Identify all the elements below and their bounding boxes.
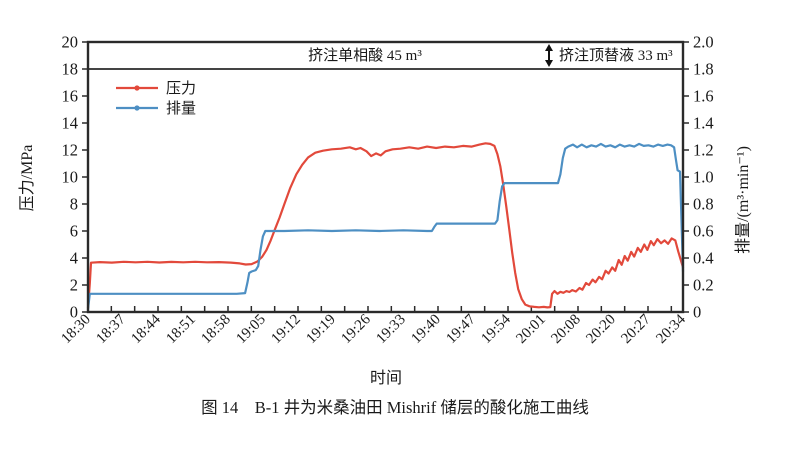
y-right-tick-label: 1.0 — [693, 168, 714, 187]
y-left-tick-label: 18 — [62, 60, 79, 79]
y-left-tick-label: 6 — [70, 222, 78, 241]
legend-marker-rate — [134, 105, 140, 111]
x-tick-label: 20:34 — [653, 311, 689, 347]
legend-label-rate: 排量 — [166, 100, 196, 117]
y-left-tick-label: 4 — [70, 249, 78, 268]
y-right-tick-label: 0.8 — [693, 195, 714, 214]
x-tick-label: 19:26 — [338, 311, 374, 347]
y-axis-title-right: 排量/(m³·min⁻¹) — [734, 146, 752, 254]
annotation-displacement-fluid: 挤注顶替液 33 m³ — [559, 47, 673, 64]
y-right-tick-label: 1.8 — [693, 60, 714, 79]
y-left-tick-label: 0 — [70, 303, 78, 322]
x-tick-label: 19:47 — [443, 311, 479, 347]
x-tick-label: 18:30 — [58, 312, 93, 347]
y-right-tick-label: 0.6 — [693, 222, 714, 241]
y-left-tick-label: 12 — [62, 141, 79, 160]
y-right-tick-label: 2.0 — [693, 33, 714, 52]
rate-line — [86, 142, 685, 311]
x-tick-label: 19:19 — [303, 312, 338, 347]
y-right-tick-label: 0.4 — [693, 249, 714, 268]
y-left-tick-label: 2 — [70, 276, 78, 295]
x-tick-label: 19:05 — [233, 312, 268, 347]
x-tick-label: 18:51 — [163, 312, 198, 347]
figure-caption: 图 14 B-1 井为米桑油田 Mishrif 储层的酸化施工曲线 — [201, 398, 589, 417]
x-axis-title: 时间 — [370, 369, 402, 387]
legend: 压力 排量 — [116, 80, 196, 117]
y-right-tick-label: 0 — [693, 303, 701, 322]
x-tick-label: 20:27 — [618, 311, 654, 347]
chart-generated-layer: 0 2 4 6 8 10 12 14 16 18 20 0 0.2 0.4 0.6 0.8 1.0 1.2 1.4 1… — [58, 33, 713, 347]
double-arrow-head-down — [545, 60, 553, 67]
x-tick-label: 19:33 — [373, 312, 408, 347]
x-tick-label: 19:54 — [478, 311, 514, 347]
x-tick-label: 19:40 — [408, 312, 443, 347]
pressure-line — [86, 142, 685, 309]
y-right-tick-label: 1.6 — [693, 87, 714, 106]
y-right-tick-label: 0.2 — [693, 276, 714, 295]
y-axis-title-left: 压力/MPa — [18, 145, 36, 212]
x-tick-label: 20:20 — [583, 312, 618, 347]
legend-marker-pressure — [134, 85, 140, 91]
annotation-single-phase-acid: 挤注单相酸 45 m³ — [308, 47, 422, 64]
y-left-tick-label: 14 — [62, 114, 79, 133]
x-tick-label: 19:12 — [268, 312, 303, 347]
y-right-tick-label: 1.2 — [693, 141, 714, 160]
double-arrow-head-up — [545, 44, 553, 51]
x-tick-label: 20:01 — [513, 312, 548, 347]
y-right-tick-label: 1.4 — [693, 114, 714, 133]
plot-frame — [86, 40, 685, 314]
y-left-tick-label: 10 — [62, 168, 79, 187]
x-tick-label: 18:44 — [128, 311, 164, 347]
x-tick-label: 20:08 — [548, 312, 583, 347]
legend-label-pressure: 压力 — [166, 80, 196, 97]
y-left-tick-label: 20 — [62, 33, 79, 52]
x-tick-label: 18:37 — [93, 311, 129, 347]
y-left-tick-label: 8 — [70, 195, 78, 214]
y-left-tick-label: 16 — [62, 87, 79, 106]
x-tick-label: 18:58 — [198, 312, 233, 347]
